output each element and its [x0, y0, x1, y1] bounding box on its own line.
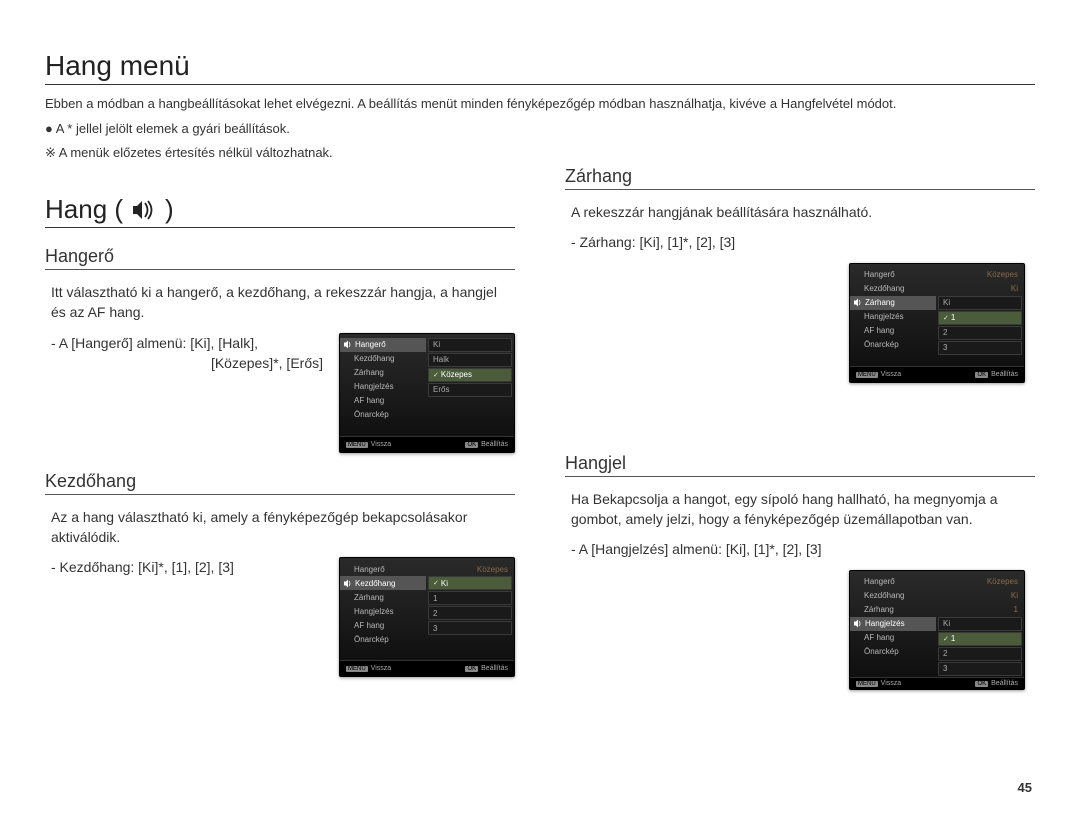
lcd-option: ✓Közepes: [428, 368, 512, 382]
lcd-menu-item: Zárhang: [340, 590, 426, 604]
lcd-option: Ki: [428, 338, 512, 352]
hangjel-body: Ha Bekapcsolja a hangot, egy sípoló hang…: [565, 489, 1035, 530]
lcd-menu-item: AF hang: [850, 324, 936, 338]
kezdohang-lcd: HangerőKezdőhangZárhangHangjelzésAF hang…: [339, 557, 515, 677]
lcd-option: 3: [938, 662, 1022, 676]
kezdohang-body: Az a hang választható ki, amely a fényké…: [45, 507, 515, 548]
lcd-back: MENUVissza: [856, 371, 901, 378]
lcd-option: 3: [428, 621, 512, 635]
hangero-options: - A [Hangerő] almenü: [Ki], [Halk], [Köz…: [45, 333, 323, 374]
lcd-option: 1: [428, 591, 512, 605]
kezdohang-options: - Kezdőhang: [Ki]*, [1], [2], [3]: [45, 557, 323, 577]
lcd-menu-item: Kezdőhang: [340, 576, 426, 590]
hang-title-suffix: ): [165, 194, 174, 225]
lcd-ok: OKBeállítás: [975, 371, 1018, 378]
kezdohang-title: Kezdőhang: [45, 471, 515, 495]
hangero-title: Hangerő: [45, 246, 515, 270]
lcd-ok: OKBeállítás: [465, 441, 508, 448]
page-number: 45: [1018, 780, 1032, 795]
lcd-menu-item: Hangerő: [850, 575, 936, 589]
lcd-menu-item: Hangjelzés: [850, 310, 936, 324]
lcd-back: MENUVissza: [346, 441, 391, 448]
lcd-ok: OKBeállítás: [975, 680, 1018, 687]
lcd-menu-item: AF hang: [340, 394, 426, 408]
hangjel-title: Hangjel: [565, 453, 1035, 477]
page-title: Hang menü: [45, 50, 1035, 85]
lcd-option: ✓Ki: [428, 576, 512, 590]
hangjel-lcd: HangerőKezdőhangZárhangHangjelzésAF hang…: [849, 570, 1025, 690]
lcd-option: ✓1: [938, 632, 1022, 646]
zarhang-lcd: HangerőKezdőhangZárhangHangjelzésAF hang…: [849, 263, 1025, 383]
lcd-menu-item: Zárhang: [340, 366, 426, 380]
lcd-menu-item: Hangerő: [340, 562, 426, 576]
lcd-option: 2: [938, 326, 1022, 340]
factory-note: ● A * jellel jelölt elemek a gyári beáll…: [45, 119, 1035, 139]
lcd-option: Halk: [428, 353, 512, 367]
hangero-body: Itt választható ki a hangerő, a kezdőhan…: [45, 282, 515, 323]
lcd-option: ✓1: [938, 311, 1022, 325]
lcd-menu-item: Önarckép: [340, 632, 426, 646]
lcd-ok: OKBeállítás: [465, 665, 508, 672]
lcd-back: MENUVissza: [346, 665, 391, 672]
lcd-option: Ki: [938, 617, 1022, 631]
right-column: Zárhang A rekeszzár hangjának beállításá…: [565, 166, 1035, 689]
lcd-menu-item: Kezdőhang: [850, 589, 936, 603]
lcd-option: Erős: [428, 383, 512, 397]
intro-text: Ebben a módban a hangbeállításokat lehet…: [45, 95, 1035, 113]
lcd-menu-item: Kezdőhang: [340, 352, 426, 366]
hangero-lcd: HangerőKezdőhangZárhangHangjelzésAF hang…: [339, 333, 515, 453]
lcd-menu-item: Önarckép: [850, 338, 936, 352]
lcd-menu-item: Hangerő: [340, 338, 426, 352]
lcd-menu-item: Hangjelzés: [340, 380, 426, 394]
lcd-option: 2: [428, 606, 512, 620]
lcd-option: 3: [938, 341, 1022, 355]
lcd-menu-item: AF hang: [850, 631, 936, 645]
zarhang-body: A rekeszzár hangjának beállítására haszn…: [565, 202, 1035, 222]
lcd-menu-item: Zárhang: [850, 296, 936, 310]
lcd-back: MENUVissza: [856, 680, 901, 687]
lcd-menu-item: Önarckép: [850, 645, 936, 659]
hang-section-title: Hang ( ): [45, 194, 515, 228]
lcd-menu-item: Zárhang: [850, 603, 936, 617]
hang-title-text: Hang (: [45, 194, 123, 225]
lcd-menu-item: Hangerő: [850, 268, 936, 282]
lcd-menu-item: Önarckép: [340, 408, 426, 422]
hangjel-options: - A [Hangjelzés] almenü: [Ki], [1]*, [2]…: [565, 539, 1035, 559]
lcd-option: 2: [938, 647, 1022, 661]
lcd-menu-item: Hangjelzés: [340, 604, 426, 618]
zarhang-title: Zárhang: [565, 166, 1035, 190]
lcd-option: Ki: [938, 296, 1022, 310]
zarhang-options: - Zárhang: [Ki], [1]*, [2], [3]: [565, 232, 1035, 252]
speaker-icon: [131, 199, 157, 221]
lcd-menu-item: Kezdőhang: [850, 282, 936, 296]
lcd-menu-item: Hangjelzés: [850, 617, 936, 631]
lcd-menu-item: AF hang: [340, 618, 426, 632]
left-column: Hang ( ) Hangerő Itt választható ki a ha…: [45, 166, 515, 689]
change-note: ※ A menük előzetes értesítés nélkül vált…: [45, 143, 1035, 163]
